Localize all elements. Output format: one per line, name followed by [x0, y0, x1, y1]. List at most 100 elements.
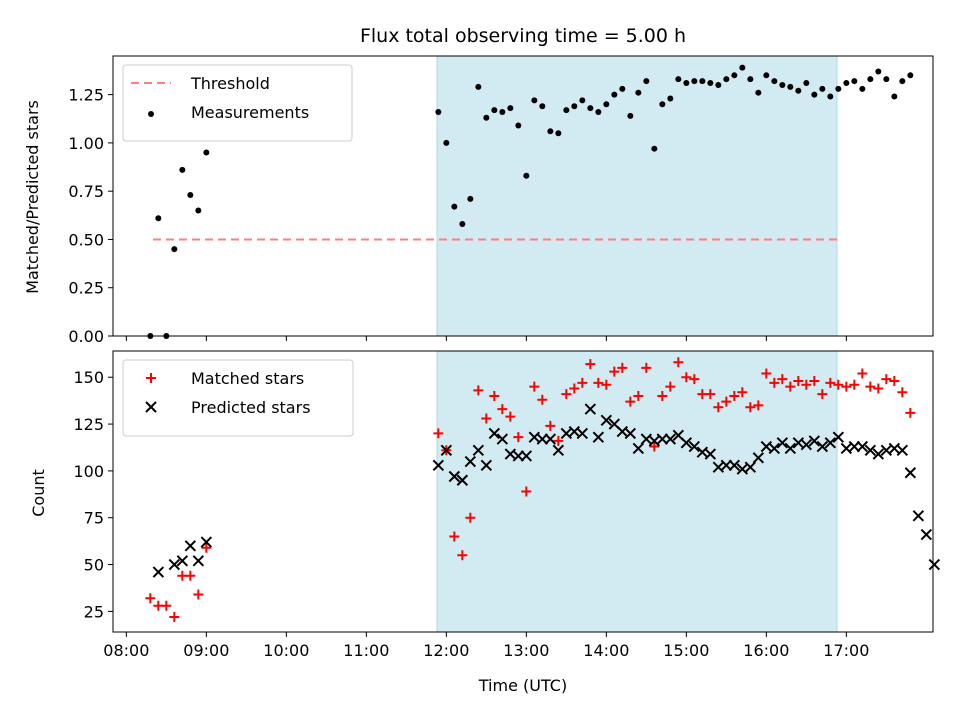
matched-star-point: [601, 379, 612, 390]
matched-star-point: [593, 377, 604, 388]
predicted-star-point: [584, 403, 597, 415]
matched-star-point: [497, 404, 508, 415]
bottom-observing-window: [436, 350, 838, 633]
predicted-star-point: [184, 540, 197, 552]
measurement-point: [811, 91, 818, 98]
measurement-point: [643, 78, 650, 85]
measurement-point: [539, 103, 546, 110]
top-panel: 0.00 0.25 0.50 0.75 1.00 1.25 Threshold Measure…: [68, 55, 934, 346]
top-y-tick-label: 0.50: [68, 230, 104, 249]
measurement-point: [891, 93, 898, 100]
measurement-point: [459, 221, 466, 227]
predicted-star-point: [432, 459, 445, 471]
predicted-star-point: [864, 444, 877, 456]
chart-title: Flux total observing time = 5.00 h: [360, 25, 686, 47]
matched-star-point: [553, 435, 564, 446]
matched-star-point: [881, 374, 892, 385]
measurement-point: [203, 149, 210, 156]
predicted-star-point: [168, 558, 181, 571]
matched-star-point: [833, 379, 844, 390]
x-tick-label: 09:00: [183, 641, 229, 660]
predicted-star-point: [440, 444, 453, 456]
matched-star-point: [897, 387, 908, 398]
predicted-star-point: [728, 459, 741, 471]
matched-star-point: [801, 379, 812, 390]
top-series-measurements: [147, 64, 914, 339]
measurement-point: [667, 95, 674, 102]
predicted-star-point: [784, 442, 797, 455]
matched-star-point: [433, 428, 444, 439]
measurement-point: [467, 195, 474, 202]
predicted-star-point: [752, 452, 765, 464]
bottom-axes-frame: [112, 350, 934, 633]
measurement-point: [763, 72, 770, 79]
matched-star-point: [193, 589, 204, 600]
measurement-point: [867, 76, 874, 83]
measurement-point: [659, 101, 666, 108]
measurement-point: [627, 112, 634, 119]
matched-star-point: [201, 542, 212, 553]
legend-label: Measurements: [191, 103, 309, 122]
measurement-point: [475, 83, 482, 90]
matched-star-point: [513, 432, 524, 443]
measurement-point: [843, 80, 850, 87]
bottom-series-predicted-stars: [152, 403, 941, 578]
matched-star-point: [505, 411, 516, 422]
matched-star-point: [705, 389, 716, 400]
matched-star-point: [481, 413, 492, 424]
matched-star-point: [753, 400, 764, 411]
measurement-point: [819, 85, 826, 92]
matched-star-point: [185, 570, 196, 581]
matched-star-point: [609, 366, 620, 377]
legend-label: Matched stars: [191, 369, 304, 388]
matched-star-point: [545, 420, 556, 431]
top-y-axis-label: Matched/Predicted stars: [23, 100, 42, 294]
measurement-point: [739, 64, 746, 71]
matched-star-point: [713, 402, 724, 413]
predicted-star-point: [688, 440, 701, 453]
predicted-star-point: [800, 438, 813, 451]
legend-label: Threshold: [190, 74, 270, 93]
x-tick-label: 13:00: [503, 641, 549, 660]
predicted-star-point: [808, 435, 821, 447]
predicted-star-point: [664, 433, 677, 445]
top-y-tick-label: 0.25: [68, 279, 104, 298]
legend-matched-swatch: [146, 373, 156, 383]
predicted-star-point: [464, 455, 477, 468]
measurement-point: [723, 76, 730, 83]
measurement-point: [155, 215, 162, 222]
matched-star-point: [521, 486, 532, 497]
measurement-point: [523, 172, 530, 179]
predicted-star-point: [448, 470, 461, 483]
measurement-point: [731, 72, 738, 79]
top-y-tick-label: 1.25: [68, 86, 104, 105]
matched-star-point: [873, 383, 884, 394]
measurement-point: [635, 89, 642, 96]
measurement-point: [483, 114, 490, 121]
measurement-point: [779, 81, 786, 88]
measurement-point: [683, 80, 690, 87]
x-tick-label: 08:00: [103, 641, 149, 660]
predicted-star-point: [496, 433, 509, 445]
predicted-star-point: [176, 555, 189, 567]
measurement-point: [899, 78, 906, 85]
top-observing-window: [436, 55, 838, 337]
measurement-point: [827, 93, 834, 100]
x-tick-label: 15:00: [663, 641, 709, 660]
matched-star-point: [785, 381, 796, 392]
matched-star-point: [857, 368, 868, 379]
measurement-point: [707, 80, 714, 87]
matched-star-point: [649, 441, 660, 452]
bottom-legend: Matched stars Predicted stars: [122, 359, 354, 437]
bottom-y-tick-label: 100: [73, 462, 104, 481]
measurement-point: [499, 109, 506, 115]
predicted-star-point: [928, 558, 941, 571]
bottom-y-tick-label: 75: [84, 509, 104, 528]
measurement-point: [651, 145, 658, 152]
matched-star-point: [889, 375, 900, 386]
measurement-point: [603, 101, 610, 108]
matched-star-point: [569, 383, 580, 394]
matched-star-point: [657, 390, 668, 401]
predicted-star-point: [632, 442, 645, 455]
bottom-y-tick-label: 50: [84, 556, 104, 575]
